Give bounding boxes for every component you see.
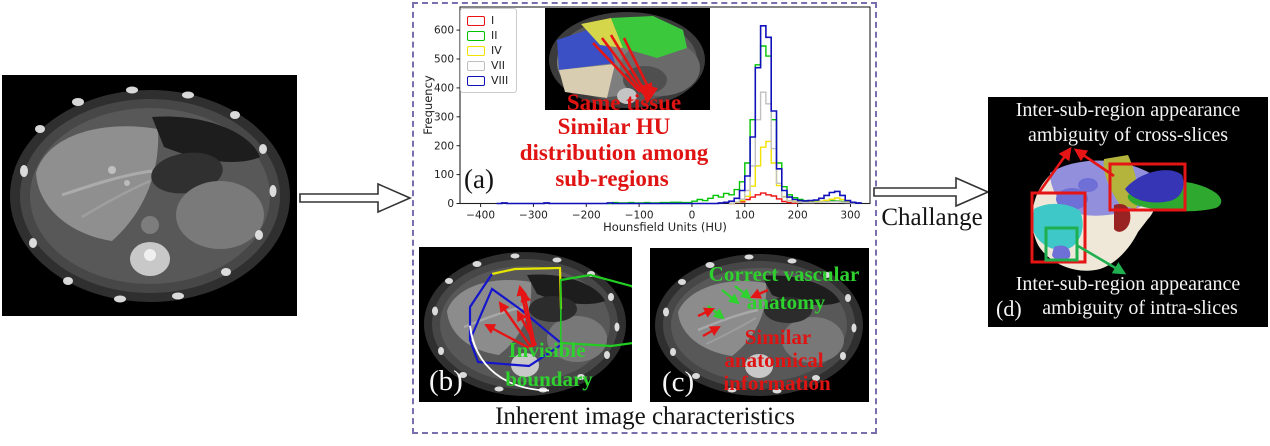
panel-d: Inter-sub-region appearance ambiguity of… [988,97,1268,327]
seg-wing-blue [1125,170,1184,203]
invisible-boundary-note-line2: boundary [505,367,593,391]
abdominal-ct-image [2,75,297,316]
green-roi [1044,226,1079,262]
intra-slice-note-line1: Inter-sub-region appearance [1015,273,1241,295]
x-axis-label: Hounsfield Units (HU) [603,220,727,234]
legend-swatch-IV [467,45,485,56]
legend-swatch-I [467,15,485,26]
similar-hu-note-line1: Similar HU [557,114,671,139]
box-caption: Inherent image characteristics [495,403,795,430]
legend-item: IV [467,43,508,58]
y-tick-label: 300 [434,111,454,123]
panel-c-label: (c) [662,366,695,398]
panel-d-label: (d) [996,296,1022,321]
spleen-region [176,181,264,249]
flow-arrow-challenge [873,176,990,208]
y-tick-label: 200 [434,140,454,152]
x-tick-label: −100 [625,210,654,222]
legend-swatch-VII [467,60,485,71]
vascular-anatomy-ct [650,248,869,402]
cross-slice-arrow-1 [1036,146,1072,195]
ribs [20,86,277,303]
legend-item: VII [467,58,508,73]
y-tick-label: 400 [434,83,454,95]
series-I [728,192,799,205]
cross-slice-arrow-2 [1073,148,1115,178]
y-axis-label: Frequency [421,75,435,135]
panel-b-label: (b) [429,365,463,397]
subregion-IV-yellow [581,18,623,48]
y-tick-label: 600 [434,25,454,37]
x-tick-label: 200 [788,210,808,222]
similar-anatomy-note-line3: information [723,371,831,395]
challenge-label: Challange [881,204,983,231]
similar-hu-note-line2: distribution among [519,140,709,165]
red-roi-right [1108,162,1187,212]
flow-arrow-left [299,182,412,214]
liver-segmentation-map [1030,146,1222,275]
panel-a-label: (a) [464,164,494,194]
y-tick-label: 500 [434,54,454,66]
series-VIII [496,25,862,205]
legend-swatch-VIII [467,75,485,86]
legend-item: VIII [467,73,508,88]
intra-slice-note-line2: ambiguity of intra-slices [1042,297,1238,319]
x-tick-label: 0 [689,210,696,222]
similar-hu-note-line3: sub-regions [555,166,669,191]
panel-b: Invisible boundary (b) [419,247,632,402]
subregion-overlay-ct-inset [545,8,710,110]
legend-item: I [467,13,508,28]
correct-vascular-note-line2: anatomy [746,290,826,314]
x-tick-label: −200 [572,210,601,222]
correct-vascular-note-line1: Correct vascular [708,262,860,286]
cross-slice-note-line1: Inter-sub-region appearance [1015,99,1241,121]
x-tick-label: 300 [840,210,860,222]
similar-anatomy-note-line1: Similar [744,325,812,349]
x-tick-label: −400 [466,210,495,222]
legend-item: II [467,28,508,43]
similar-anatomy-arrows [697,288,769,338]
intra-slice-arrow [1077,244,1127,275]
legend-swatch-II [467,30,485,41]
y-tick-label: 100 [434,169,454,181]
subregion-VII-tan [559,64,615,98]
x-tick-label: −300 [519,210,548,222]
hu-histogram-chart: −400 −300 −200 −100 0 100 200 300 0 100 200 300 400 5… [434,6,871,222]
same-tissue-note: Same tissue [566,90,682,115]
cross-slice-note-line2: ambiguity of cross-slices [1028,124,1228,146]
red-roi-left [1030,191,1087,264]
histogram-legend: I II IV VII VIII [460,8,518,93]
invisible-boundary-arrows [484,284,538,350]
series-VII [728,91,857,205]
x-tick-label: 100 [735,210,755,222]
panel-c: Correct vascular anatomy Similar anatomi… [650,248,869,402]
similar-anatomy-note-line2: anatomical [724,348,824,372]
outline-green [560,273,632,348]
invisible-boundary-note-line1: Invisible [508,338,586,362]
outline-white [469,325,550,392]
invisible-boundary-ct [419,247,632,402]
y-tick-label: 0 [447,198,454,210]
inherent-characteristics-box: −400 −300 −200 −100 0 100 200 300 0 100 200 300 400 5… [412,2,877,434]
